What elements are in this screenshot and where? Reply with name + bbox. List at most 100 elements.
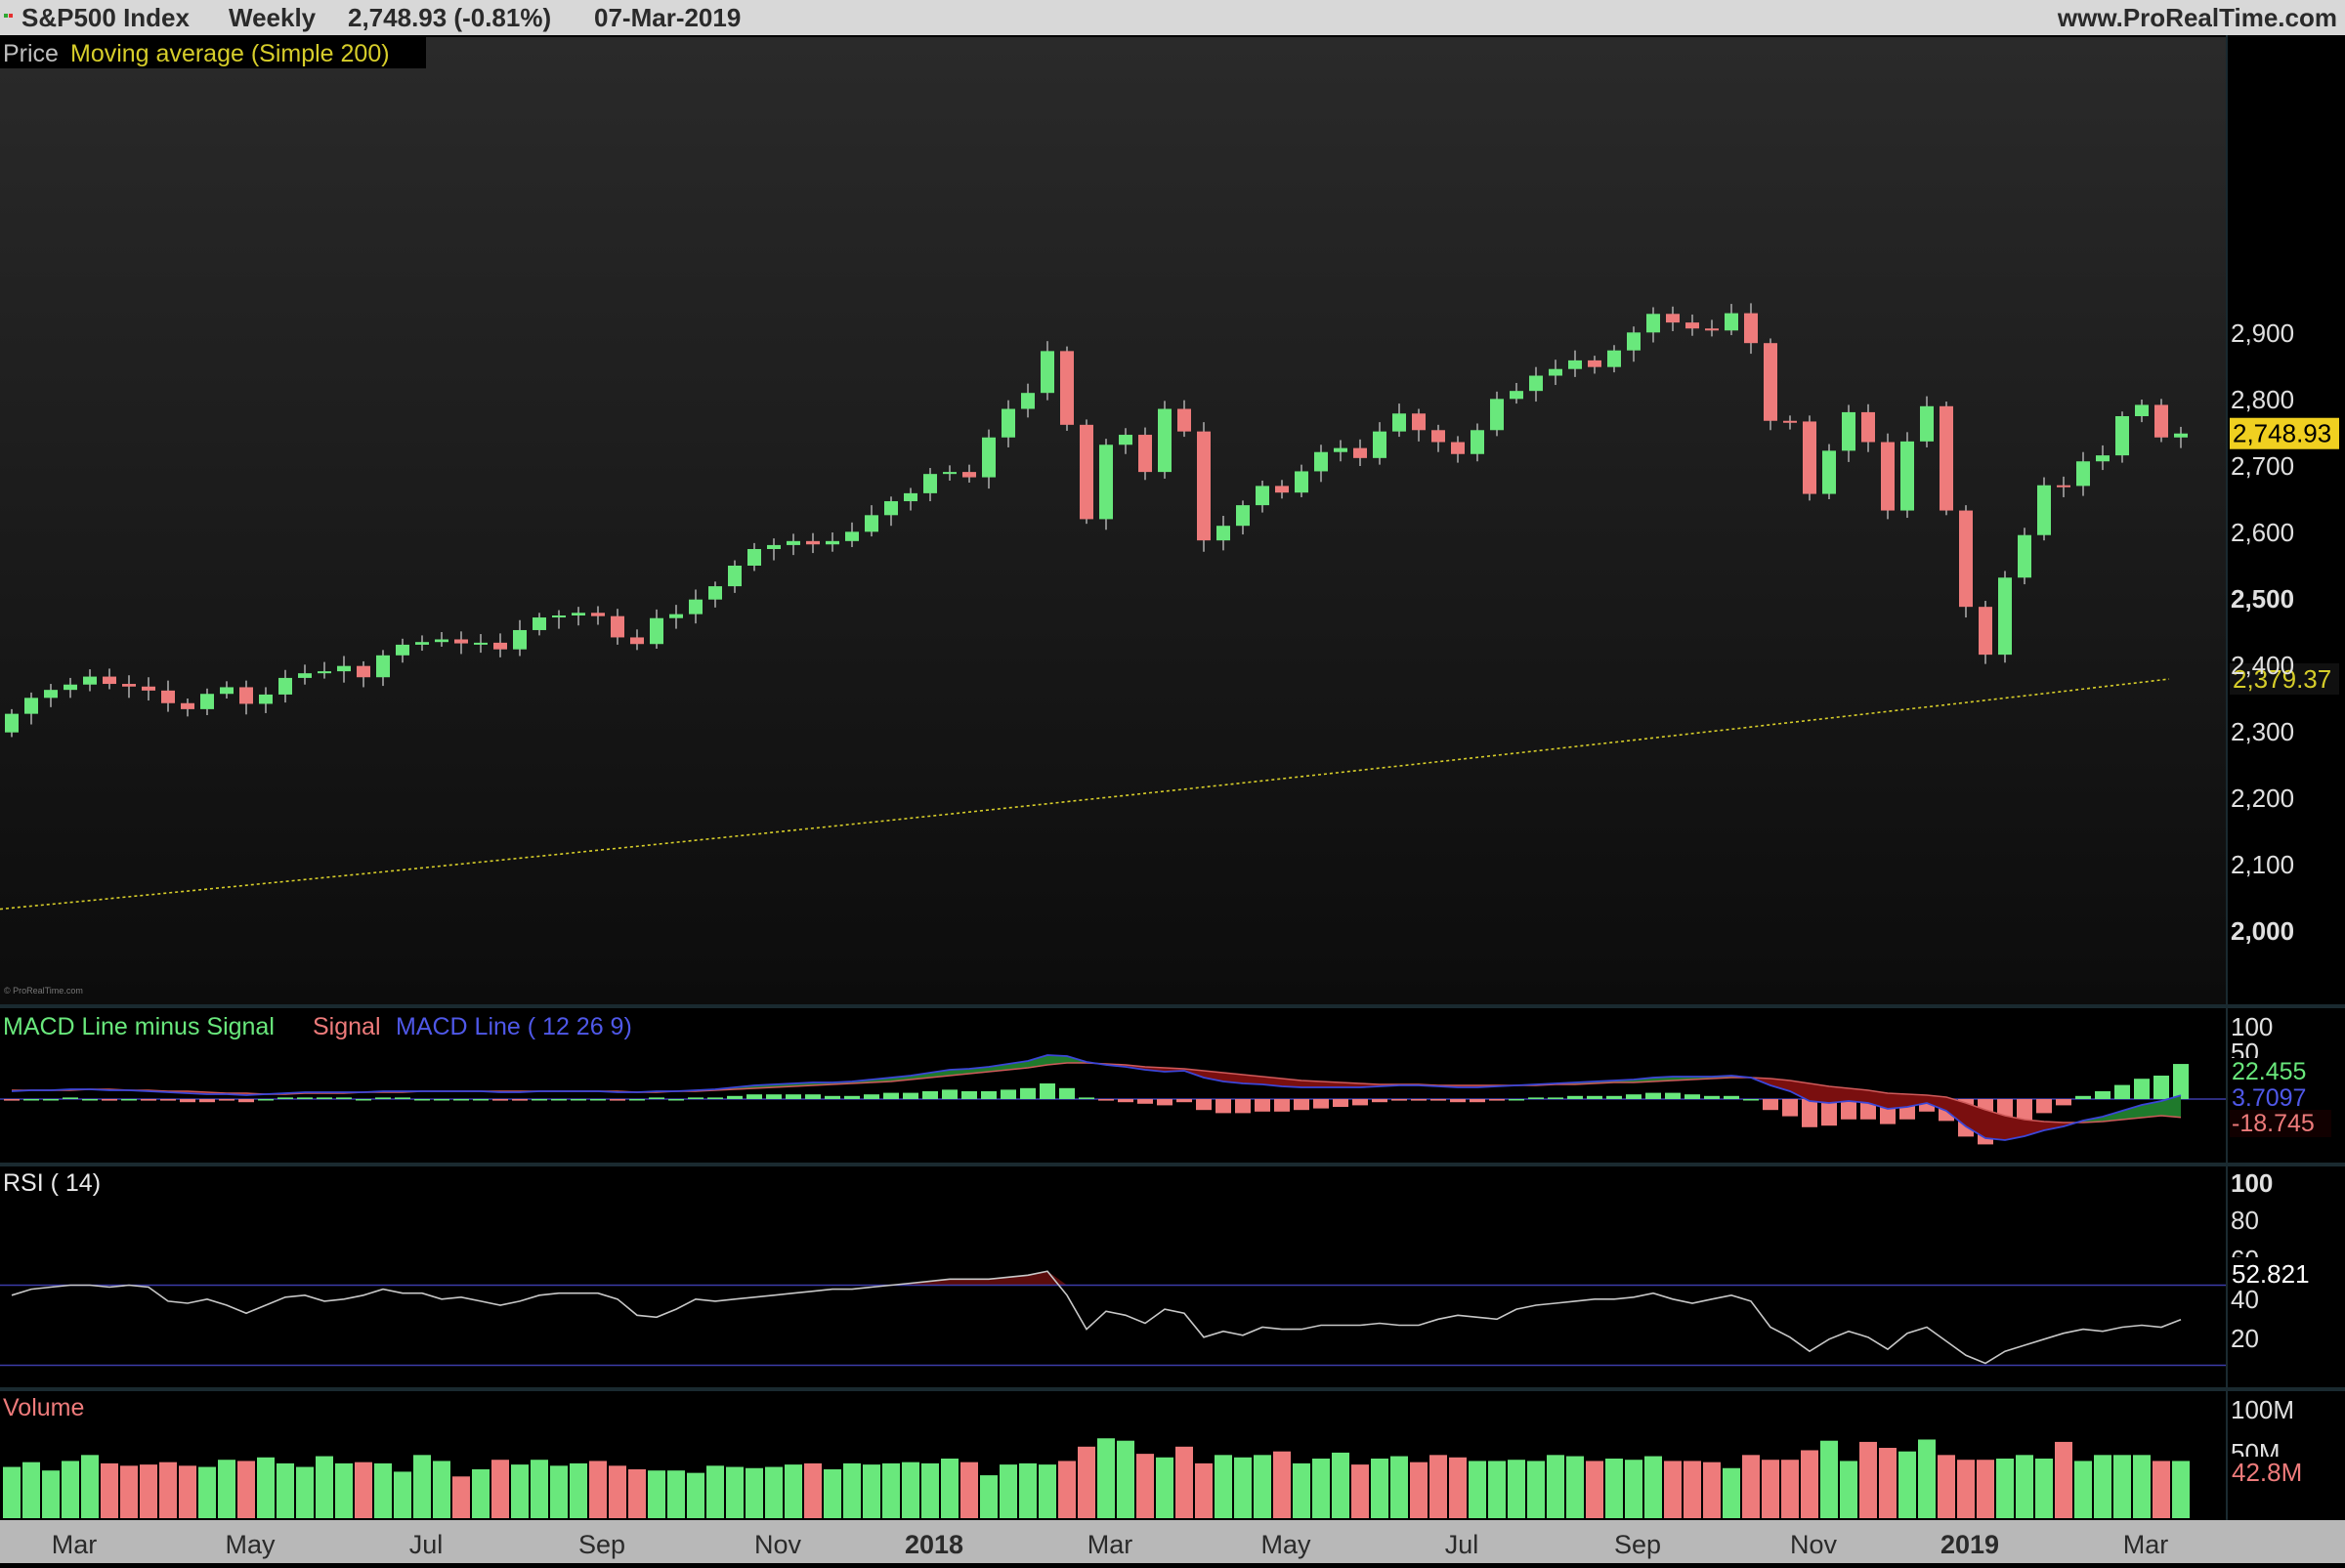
x-axis-label: Jul (1445, 1530, 1479, 1559)
macd-hist-bar (1684, 1094, 1700, 1099)
volume-layer (3, 1438, 2190, 1518)
macd-hist-bar (2095, 1091, 2110, 1099)
macd-fill-segment (2025, 1120, 2044, 1136)
macd-hist-bar (1743, 1099, 1759, 1101)
price-axis-tick: 2,200 (2231, 784, 2294, 813)
separator-rsi (0, 1163, 2345, 1166)
macd-hist-bar (1606, 1095, 1622, 1099)
header-website[interactable]: www.ProRealTime.com (2057, 3, 2337, 32)
macd-legend-signal[interactable]: Signal (313, 1013, 381, 1040)
volume-bar (1332, 1452, 1349, 1518)
header-status-icon-red (9, 14, 13, 18)
volume-bar (687, 1472, 704, 1518)
macd-hist-bar (1528, 1097, 1544, 1099)
header-instrument: S&P500 Index (21, 3, 191, 32)
macd-hist-bar (922, 1091, 938, 1099)
rsi-layer (0, 1270, 2226, 1367)
candle-body (1236, 505, 1250, 527)
candle-body (806, 540, 820, 545)
volume-bar (2113, 1455, 2131, 1518)
candle-body (1940, 405, 1953, 511)
volume-bar (1898, 1451, 1916, 1518)
volume-bar (863, 1464, 880, 1518)
volume-bar (706, 1465, 724, 1518)
macd-hist-bar (727, 1095, 743, 1099)
macd-legend-hist[interactable]: MACD Line minus Signal (3, 1013, 275, 1040)
candle-body (1627, 332, 1641, 351)
volume-bar (1977, 1460, 1994, 1518)
header-period: Weekly (229, 3, 317, 32)
macd-hist-bar (1645, 1092, 1661, 1099)
rsi-legend[interactable]: RSI ( 14) (3, 1169, 101, 1197)
macd-hist-bar (141, 1099, 156, 1101)
macd-hist-bar (707, 1097, 723, 1099)
candle-body (454, 639, 468, 644)
candle-body (1979, 607, 1992, 656)
last-price-label-bg (2230, 417, 2339, 449)
macd-hist-bar (1763, 1099, 1778, 1111)
candle-body (83, 676, 97, 685)
candle-body (24, 698, 38, 714)
price-legend-indicator[interactable]: Moving average (Simple 200) (70, 40, 390, 67)
macd-fill-segment (1301, 1081, 1321, 1087)
candle-body (1803, 421, 1816, 494)
x-axis-label: May (1260, 1530, 1311, 1559)
rsi-line (11, 1270, 2182, 1365)
candle-body (122, 684, 136, 687)
volume-bar (1136, 1454, 1154, 1518)
price-axis-tick: 2,300 (2231, 717, 2294, 746)
volume-bar (1293, 1462, 1310, 1518)
rsi-axis-80: 80 (2231, 1206, 2259, 1235)
macd-hist-bar (551, 1099, 567, 1101)
macd-hist-bar (1020, 1087, 1036, 1099)
macd-hist-bar (1665, 1092, 1681, 1099)
macd-hist-bar (1450, 1099, 1466, 1103)
rsi-panel-bg (0, 1166, 2226, 1387)
volume-bar (355, 1462, 372, 1518)
macd-fill-segment (1770, 1079, 1790, 1091)
candle-body (103, 676, 116, 685)
macd-hist-bar (297, 1097, 313, 1099)
macd-hist-bar (2114, 1084, 2130, 1099)
volume-bar (179, 1465, 196, 1518)
macd-hist-bar (1567, 1095, 1583, 1099)
volume-bar (218, 1460, 235, 1518)
macd-hist-bar (277, 1097, 293, 1099)
rsi-last-label: 52.821 (2232, 1259, 2310, 1289)
macd-hist-bar (453, 1099, 469, 1101)
macd-hist-bar (1255, 1099, 1270, 1112)
volume-bar (1820, 1440, 1838, 1518)
macd-hist-bar (1001, 1089, 1016, 1099)
macd-hist-bar (1294, 1099, 1309, 1111)
macd-fill-segment (2005, 1116, 2025, 1140)
macd-legend-macd[interactable]: MACD Line ( 12 26 9) (396, 1013, 632, 1040)
x-axis-label: 2018 (905, 1530, 963, 1559)
x-axis-label: Mar (1087, 1530, 1133, 1559)
macd-hist-bar (805, 1094, 821, 1099)
macd-hist-bar (981, 1091, 997, 1099)
candle-body (1314, 451, 1328, 472)
macd-hist-bar (1509, 1099, 1524, 1101)
macd-fill-segment (2044, 1122, 2064, 1130)
macd-hist-bar (1724, 1095, 1739, 1099)
price-axis-tick: 2,500 (2231, 584, 2294, 614)
x-axis-label: 2019 (1940, 1530, 1999, 1559)
axis-layer: 2,000 2,100 2,200 2,300 2,400 2,500 2,600 2,700… (2231, 318, 2294, 946)
macd-hist-bar (590, 1099, 606, 1101)
macd-legend-bg (0, 1011, 662, 1042)
macd-line-label-bg (2230, 1084, 2318, 1110)
volume-bar (374, 1462, 392, 1518)
price-axis-tick: 2,600 (2231, 518, 2294, 547)
macd-signal-label-bg (2230, 1110, 2331, 1137)
volume-bar (1273, 1451, 1291, 1518)
macd-hist-bar (1352, 1099, 1368, 1106)
candle-body (728, 566, 742, 587)
macd-hist-bar (1079, 1097, 1094, 1099)
price-axis-tick: 2,800 (2231, 385, 2294, 414)
volume-bar (296, 1466, 314, 1518)
volume-legend[interactable]: Volume (3, 1394, 84, 1421)
candle-body (826, 540, 839, 545)
candle-body (708, 586, 722, 600)
volume-bar (1840, 1461, 1857, 1518)
